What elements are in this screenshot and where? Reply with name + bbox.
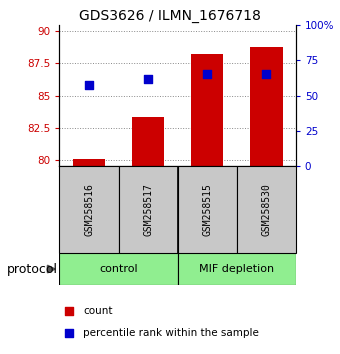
Point (264, 71, 269, 76)
Bar (177, 166, 237, 253)
Text: control: control (99, 264, 138, 274)
Text: protocol: protocol (7, 263, 58, 275)
Point (204, 71, 210, 76)
Text: GDS3626 / ILMN_1676718: GDS3626 / ILMN_1676718 (79, 9, 261, 23)
Text: percentile rank within the sample: percentile rank within the sample (83, 328, 259, 338)
Bar (73, 159, 105, 166)
Bar (177, 253, 296, 285)
Bar (250, 47, 283, 166)
Text: count: count (83, 306, 113, 316)
Bar (119, 166, 177, 253)
Text: GSM258515: GSM258515 (202, 183, 212, 236)
Point (66, 330, 72, 336)
Bar (59, 166, 119, 253)
Bar (237, 166, 296, 253)
Text: GSM258530: GSM258530 (261, 183, 271, 236)
Text: MIF depletion: MIF depletion (199, 264, 274, 274)
Point (146, 76, 151, 82)
Text: GSM258517: GSM258517 (143, 183, 153, 236)
Point (66, 308, 72, 314)
Point (86, 82, 92, 88)
Bar (59, 253, 177, 285)
Bar (132, 118, 164, 166)
Bar (191, 55, 223, 166)
Text: GSM258516: GSM258516 (84, 183, 94, 236)
